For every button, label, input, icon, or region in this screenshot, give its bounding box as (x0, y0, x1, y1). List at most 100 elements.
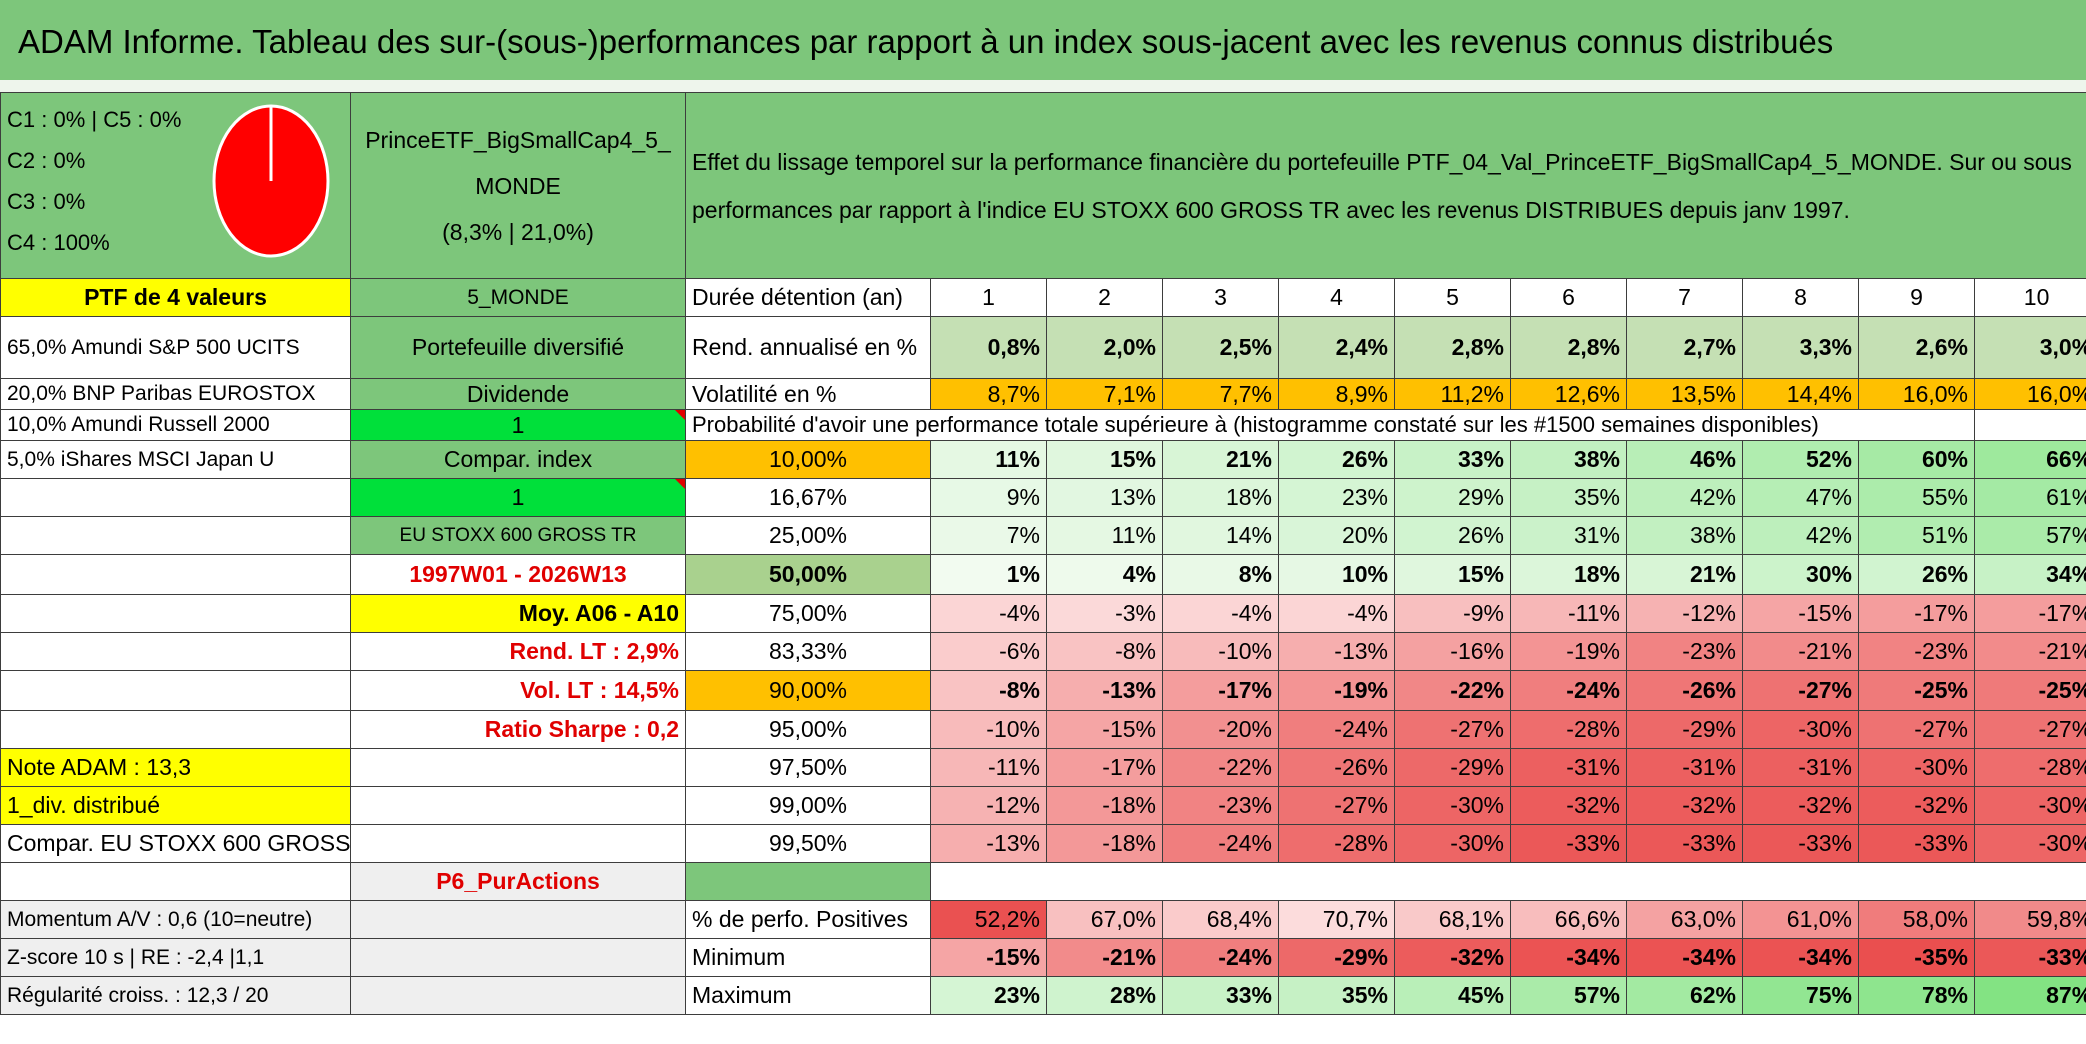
percentile-value: -11% (930, 748, 1047, 787)
year-header: 3 (1162, 278, 1279, 317)
percentile-value: -18% (1046, 824, 1163, 863)
holding-item: 65,0% Amundi S&P 500 UCITS (0, 316, 351, 379)
regularite-label: Régularité croiss. : 12,3 / 20 (0, 976, 351, 1015)
page-title: ADAM Informe. Tableau des sur-(sous-)per… (0, 0, 2086, 80)
minimum-value: -29% (1278, 938, 1395, 977)
vol-value: 8,7% (930, 378, 1047, 410)
minimum-value: -34% (1510, 938, 1627, 977)
maximum-value: 62% (1626, 976, 1743, 1015)
percentile-value: 4% (1046, 554, 1163, 595)
percentile-value: -9% (1394, 594, 1511, 633)
empty-cell (350, 748, 686, 787)
percentile-label: 50,00% (685, 554, 931, 595)
p6-category: P6_PurActions (350, 862, 686, 901)
percentile-value: -24% (1162, 824, 1279, 863)
percentile-value: -23% (1858, 632, 1975, 671)
percentile-value: -19% (1510, 632, 1627, 671)
percentile-value: -30% (1973, 824, 2086, 863)
rend-value: 2,8% (1394, 316, 1511, 379)
percentile-value: 66% (1973, 440, 2086, 479)
positive-pct: 66,6% (1510, 900, 1627, 939)
percentile-value: 11% (930, 440, 1047, 479)
percentile-value: -17% (1162, 670, 1279, 711)
rend-value: 2,5% (1162, 316, 1279, 379)
percentile-value: 23% (1278, 478, 1395, 517)
positive-pct: 52,2% (930, 900, 1047, 939)
empty-cell (0, 632, 351, 671)
compar-index-label: Compar. index (350, 440, 686, 479)
percentile-value: 9% (930, 478, 1047, 517)
percentile-value: -32% (1742, 786, 1859, 825)
maximum-value: 33% (1162, 976, 1279, 1015)
maximum-value: 23% (930, 976, 1047, 1015)
year-header: 5 (1394, 278, 1511, 317)
empty-cell (0, 478, 351, 517)
allocation-cell: C1 : 0% | C5 : 0% C2 : 0% C3 : 0% C4 : 1… (0, 92, 351, 279)
percentile-value: 26% (1394, 516, 1511, 555)
percentile-value: -13% (1278, 632, 1395, 671)
percentile-value: -8% (930, 670, 1047, 711)
percentile-value: 18% (1162, 478, 1279, 517)
empty-cell (350, 786, 686, 825)
percentile-value: -25% (1973, 670, 2086, 711)
percentile-value: 26% (1278, 440, 1395, 479)
percentile-value: -10% (1162, 632, 1279, 671)
minimum-value: -24% (1162, 938, 1279, 977)
percentile-value: 8% (1162, 554, 1279, 595)
empty-cell (0, 862, 351, 901)
percentile-value: 21% (1162, 440, 1279, 479)
percentile-value: 1% (930, 554, 1047, 595)
percentile-value: -21% (1742, 632, 1859, 671)
header-minimum: Minimum (685, 938, 931, 977)
percentile-value: -28% (1973, 748, 2086, 787)
percentile-label: 10,00% (685, 440, 931, 479)
percentile-value: 52% (1742, 440, 1859, 479)
percentile-value: -8% (1046, 632, 1163, 671)
percentile-value: 11% (1046, 516, 1163, 555)
percentile-value: -10% (930, 710, 1047, 749)
fund-stats: (8,3% | 21,0%) (442, 218, 594, 245)
momentum-label: Momentum A/V : 0,6 (10=neutre) (0, 900, 351, 939)
sharpe-ratio: Ratio Sharpe : 0,2 (350, 710, 686, 749)
minimum-value: -21% (1046, 938, 1163, 977)
holding-item: 20,0% BNP Paribas EUROSTOX (0, 378, 351, 410)
empty-cell (350, 900, 686, 939)
percentile-value: -23% (1626, 632, 1743, 671)
percentile-value: -27% (1973, 710, 2086, 749)
maximum-value: 57% (1510, 976, 1627, 1015)
year-header: 8 (1742, 278, 1859, 317)
percentile-value: -18% (1046, 786, 1163, 825)
percentile-value: -20% (1162, 710, 1279, 749)
year-header: 6 (1510, 278, 1627, 317)
positive-pct: 63,0% (1626, 900, 1743, 939)
allocation-pie-chart (212, 104, 330, 258)
percentile-value: 10% (1278, 554, 1395, 595)
rend-value: 2,8% (1510, 316, 1627, 379)
empty-cell (1973, 409, 2086, 441)
percentile-label: 99,50% (685, 824, 931, 863)
percentile-value: 47% (1742, 478, 1859, 517)
percentile-value: 7% (930, 516, 1047, 555)
percentile-value: -12% (930, 786, 1047, 825)
percentile-label: 75,00% (685, 594, 931, 633)
percentile-value: 18% (1510, 554, 1627, 595)
positive-pct: 68,4% (1162, 900, 1279, 939)
percentile-value: -22% (1162, 748, 1279, 787)
header-maximum: Maximum (685, 976, 931, 1015)
percentile-value: -33% (1626, 824, 1743, 863)
percentile-value: 20% (1278, 516, 1395, 555)
holding-item: 5,0% iShares MSCI Japan U (0, 440, 351, 479)
percentile-value: -13% (1046, 670, 1163, 711)
fund-title: PrinceETF_BigSmallCap4_5_ MONDE (8,3% | … (350, 92, 686, 279)
positive-pct: 67,0% (1046, 900, 1163, 939)
percentile-value: -32% (1858, 786, 1975, 825)
region-label: 5_MONDE (350, 278, 686, 317)
header-vol: Volatilité en % (685, 378, 931, 410)
empty-cell (0, 594, 351, 633)
percentile-value: -21% (1973, 632, 2086, 671)
year-header: 10 (1973, 278, 2086, 317)
vol-value: 7,7% (1162, 378, 1279, 410)
percentile-value: 57% (1973, 516, 2086, 555)
empty-cell (0, 516, 351, 555)
